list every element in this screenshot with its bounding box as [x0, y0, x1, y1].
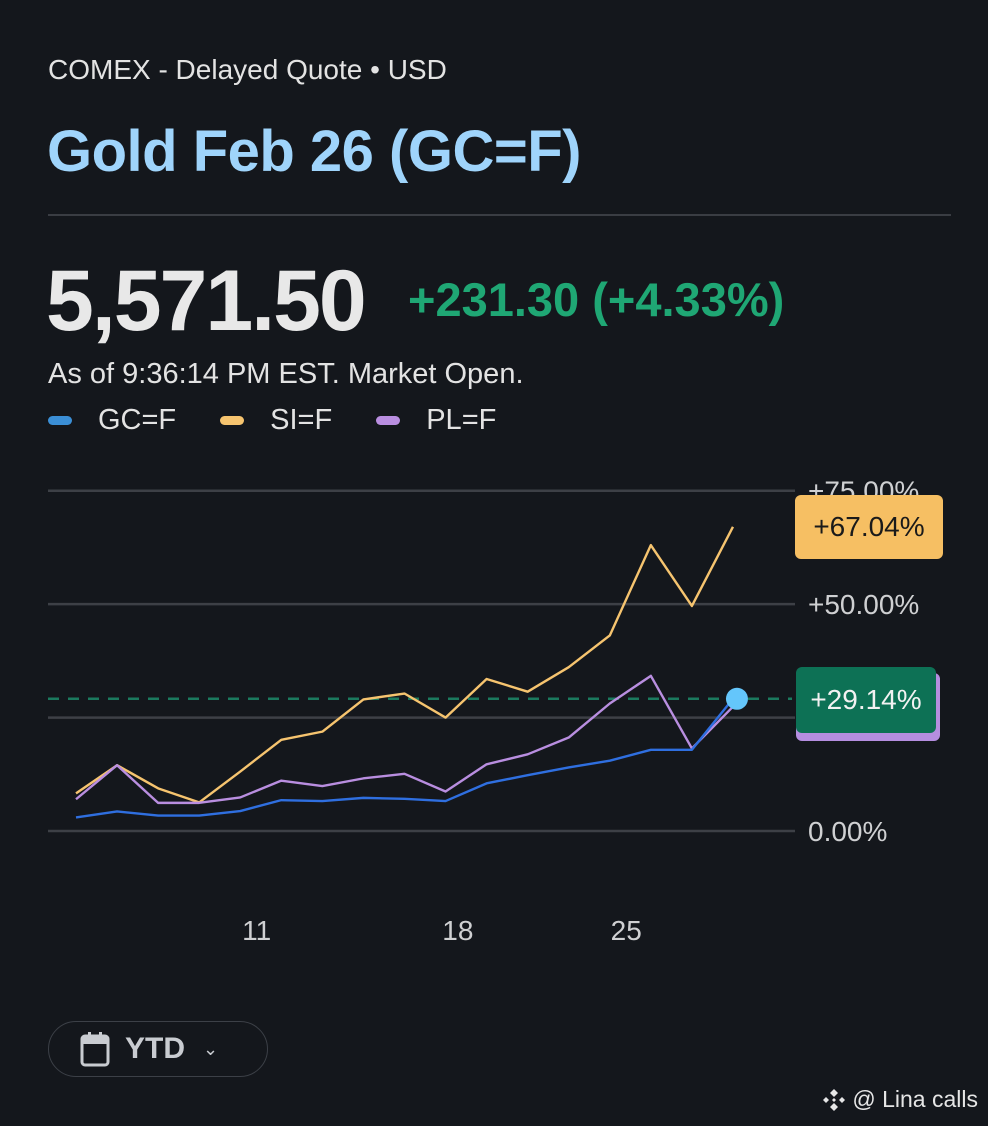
- legend-swatch: [376, 416, 401, 425]
- binance-logo-icon: [823, 1088, 846, 1111]
- x-tick-label: 11: [242, 915, 271, 946]
- x-tick-label: 18: [442, 915, 473, 946]
- divider: [48, 214, 951, 216]
- gc-value-badge: +29.14%: [796, 667, 936, 733]
- series-line-si-f: [75, 526, 735, 804]
- price-change: +231.30 (+4.33%): [408, 273, 785, 326]
- range-label: YTD: [125, 1032, 185, 1065]
- legend-swatch: [220, 416, 245, 425]
- range-selector-button[interactable]: YTD ⌄: [48, 1021, 268, 1077]
- legend-swatch: [48, 416, 72, 425]
- page-title: Gold Feb 26 (GC=F): [47, 119, 582, 184]
- x-tick-label: 25: [611, 915, 642, 946]
- legend-label: GC=F: [98, 404, 177, 436]
- watermark: @ Lina calls: [822, 1086, 978, 1113]
- watermark-text: @ Lina calls: [852, 1086, 978, 1112]
- current-point-marker: [725, 687, 748, 710]
- calendar-icon: [80, 1032, 110, 1067]
- legend-item-pl[interactable]: PL=F: [376, 404, 496, 437]
- y-tick-label: +50.00%: [808, 589, 919, 620]
- legend-label: PL=F: [426, 404, 497, 436]
- chart-legend: GC=F SI=F PL=F: [48, 404, 540, 437]
- exchange-label: COMEX - Delayed Quote • USD: [48, 54, 447, 85]
- y-tick-label: 0.00%: [808, 816, 887, 847]
- si-value-badge: +67.04%: [795, 495, 943, 559]
- as-of-timestamp: As of 9:36:14 PM EST. Market Open.: [48, 358, 524, 390]
- legend-item-si[interactable]: SI=F: [220, 404, 332, 437]
- legend-label: SI=F: [270, 404, 333, 436]
- chevron-down-icon: ⌄: [203, 1038, 219, 1059]
- price: 5,571.50: [46, 253, 367, 349]
- legend-item-gc[interactable]: GC=F: [48, 404, 176, 437]
